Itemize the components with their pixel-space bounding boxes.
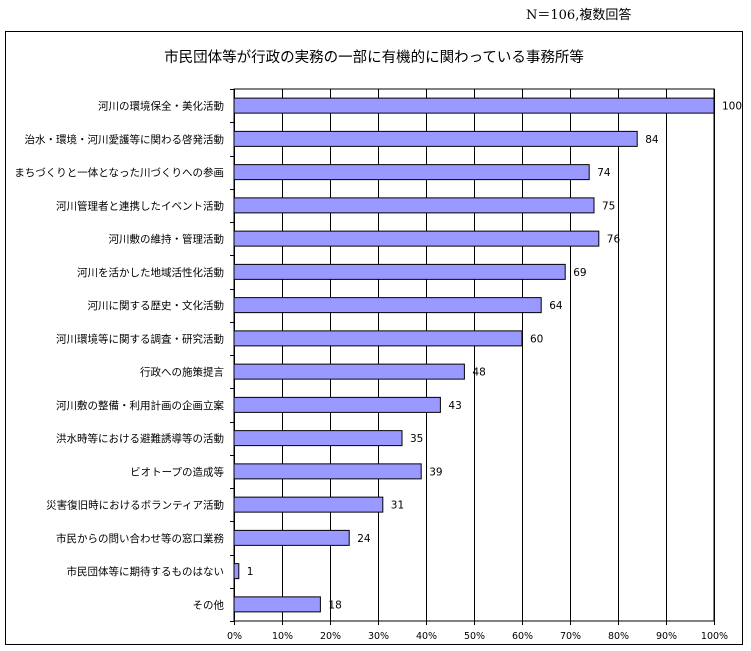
bar xyxy=(233,529,350,546)
value-label: 1 xyxy=(247,566,254,578)
category-label: 河川を活かした地域活性化活動 xyxy=(77,266,224,279)
bar xyxy=(233,297,542,314)
x-tick-label: 80% xyxy=(608,631,629,642)
value-label: 69 xyxy=(573,267,586,279)
category-label: 洪水時等における避難誘導等の活動 xyxy=(56,432,224,445)
category-label: 河川環境等に関する調査・研究活動 xyxy=(56,332,224,345)
category-label: 河川敷の維持・管理活動 xyxy=(109,233,225,246)
bar xyxy=(233,263,566,280)
value-label: 18 xyxy=(328,599,341,611)
category-label: まちづくりと一体となった川づくりへの参画 xyxy=(14,166,224,179)
x-tick-label: 30% xyxy=(368,631,389,642)
x-tick-label: 100% xyxy=(701,631,728,642)
x-tick-label: 20% xyxy=(320,631,341,642)
bar xyxy=(233,130,638,147)
category-label: 河川に関する歴史・文化活動 xyxy=(88,299,225,312)
category-label: 行政への施策提言 xyxy=(140,366,224,379)
x-tick-label: 40% xyxy=(416,631,437,642)
category-label: 河川管理者と連携したイベント活動 xyxy=(56,199,224,212)
value-label: 43 xyxy=(448,400,461,412)
x-tick-label: 90% xyxy=(656,631,677,642)
category-label: 市民からの問い合わせ等の窓口業務 xyxy=(56,532,224,545)
x-tick-label: 0% xyxy=(227,631,242,642)
bar xyxy=(233,197,595,214)
value-label: 60 xyxy=(530,333,543,345)
category-label: 災害復旧時におけるボランティア活動 xyxy=(46,499,224,512)
bars xyxy=(233,97,715,613)
category-label: 治水・環境・河川愛護等に関わる啓発活動 xyxy=(25,133,225,146)
x-tick-label: 60% xyxy=(512,631,533,642)
sample-note: N＝106,複数回答 xyxy=(526,8,632,23)
labels: 0% 10% 20% 30% 40% 50% 60% 70% 80% 90% 100% 河川の環境保全… xyxy=(14,100,742,642)
bar xyxy=(233,430,403,447)
bar xyxy=(233,363,465,380)
bar xyxy=(233,496,384,513)
bar xyxy=(233,596,321,613)
x-tick-label: 10% xyxy=(272,631,293,642)
bar xyxy=(233,330,523,347)
bar xyxy=(233,396,441,413)
bar xyxy=(233,164,590,181)
chart-title: 市民団体等が行政の実務の一部に有機的に関わっている事務所等 xyxy=(164,48,584,66)
x-tick-label: 50% xyxy=(464,631,485,642)
bar xyxy=(233,97,715,114)
bar xyxy=(233,563,240,580)
value-label: 74 xyxy=(597,167,611,179)
value-label: 64 xyxy=(549,300,563,312)
chart-frame xyxy=(5,31,743,645)
category-label: ビオトープの造成等 xyxy=(130,465,224,478)
value-label: 84 xyxy=(645,134,659,146)
bar xyxy=(233,463,422,480)
category-label: 河川敷の整備・利用計画の企画立案 xyxy=(56,399,224,412)
value-label: 76 xyxy=(607,234,621,246)
value-label: 31 xyxy=(391,500,404,512)
category-label: その他 xyxy=(193,598,225,611)
x-tick-label: 70% xyxy=(560,631,581,642)
category-label: 河川の環境保全・美化活動 xyxy=(98,100,224,113)
value-label: 39 xyxy=(429,466,442,478)
bar xyxy=(233,230,600,247)
value-label: 24 xyxy=(357,533,371,545)
value-label: 75 xyxy=(602,200,615,212)
value-label: 35 xyxy=(410,433,423,445)
value-label: 100 xyxy=(722,101,742,113)
value-label: 48 xyxy=(472,367,485,379)
category-label: 市民団体等に期待するものはない xyxy=(67,565,225,578)
